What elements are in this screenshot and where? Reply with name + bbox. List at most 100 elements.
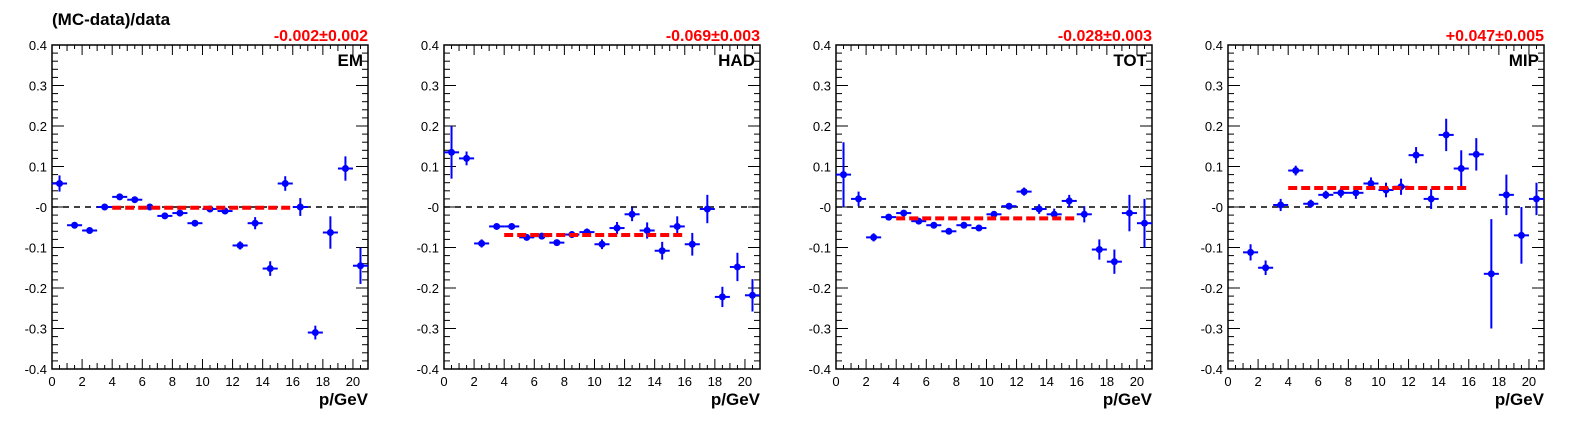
data-point-marker [1322,191,1330,199]
data-point-marker [1337,189,1345,197]
data-point-marker [1307,200,1315,208]
data-point [352,247,368,284]
data-point [1091,239,1107,260]
data-point-marker [341,165,349,173]
y-tick-label: -0.1 [25,241,47,256]
data-point-marker [900,209,908,217]
data-point-marker [718,293,726,301]
y-tick-label: 0.3 [813,79,831,94]
data-point-marker [101,203,109,211]
data-point-marker [960,221,968,229]
data-point-marker [131,196,139,204]
data-point-marker [161,212,169,220]
data-point [247,217,263,230]
y-tick-label: -0.3 [417,322,439,337]
data-point [941,227,957,235]
x-tick-label: 6 [139,374,146,389]
data-point [744,279,760,312]
data-point [1273,198,1289,212]
x-tick-label: 0 [48,374,55,389]
y-tick-label: 0.3 [1205,79,1223,94]
data-point [504,222,520,230]
data-point-marker [643,226,651,234]
y-tick-label: 0.4 [29,38,47,53]
data-point-marker [1110,258,1118,266]
data-point [1453,150,1469,187]
data-point-marker [296,203,304,211]
x-axis-title: p/GeV [1495,390,1545,409]
x-tick-label: 18 [1492,374,1506,389]
data-point [292,198,308,216]
data-point-marker [1367,180,1375,188]
data-point-marker [613,224,621,232]
data-point [277,176,293,191]
data-point [82,226,98,234]
x-tick-label: 18 [316,374,330,389]
y-tick-label: 0.4 [813,38,831,53]
x-tick-label: 18 [1100,374,1114,389]
data-point [624,207,640,222]
y-tick-label: 0.3 [29,79,47,94]
fit-result-text: -0.028±0.003 [1058,28,1152,45]
data-point [127,196,143,204]
data-point-marker [733,263,741,271]
data-point-marker [1502,191,1510,199]
panel-label: EM [338,51,364,70]
data-point [1318,190,1334,199]
x-tick-label: 2 [470,374,477,389]
data-point [1016,187,1032,196]
data-point-marker [628,210,636,218]
data-point [1303,199,1319,208]
panel-label: MIP [1509,51,1539,70]
data-point [157,212,173,220]
data-point [1031,204,1047,214]
panel-label: TOT [1113,51,1147,70]
data-point-marker [748,291,756,299]
data-point-marker [448,148,456,156]
y-tick-label: 0.2 [1205,119,1223,134]
data-point-marker [1035,205,1043,213]
data-point [474,239,490,248]
data-point [1528,182,1544,216]
x-tick-label: 20 [738,374,752,389]
y-tick-label: 0.1 [29,160,47,175]
data-point-marker [71,221,79,229]
x-axis-title: p/GeV [319,390,369,409]
x-tick-label: 4 [1285,374,1292,389]
data-point-marker [1020,188,1028,196]
x-tick-label: 6 [1315,374,1322,389]
data-point-marker [688,240,696,248]
data-point [459,151,475,166]
x-axis-title: p/GeV [1103,390,1153,409]
data-point-marker [1352,189,1360,197]
data-point [639,222,655,239]
data-point [1061,194,1077,207]
data-point-marker [236,241,244,249]
x-tick-label: 4 [109,374,116,389]
data-point-marker [1517,231,1525,239]
data-point-marker [508,222,516,230]
data-point [67,221,83,229]
data-point-marker [673,222,681,230]
data-point-marker [266,265,274,273]
y-tick-label: -0 [819,200,831,215]
y-tick-label: 0.4 [421,38,439,53]
x-tick-label: 2 [862,374,869,389]
x-tick-label: 10 [1371,374,1385,389]
x-tick-label: 4 [501,374,508,389]
data-point [594,239,610,250]
data-point [172,209,188,217]
y-tick-label: -0.4 [25,362,47,377]
data-point-marker [56,180,64,188]
y-tick-label: -0.3 [25,322,47,337]
data-point [986,210,1002,218]
data-point-marker [86,226,94,234]
data-point-marker [658,247,666,255]
fit-result-text: -0.069±0.003 [666,28,760,45]
x-tick-label: 6 [923,374,930,389]
data-point [1001,202,1017,210]
data-point [866,233,882,242]
data-point [1498,174,1514,216]
data-point-marker [1080,210,1088,218]
